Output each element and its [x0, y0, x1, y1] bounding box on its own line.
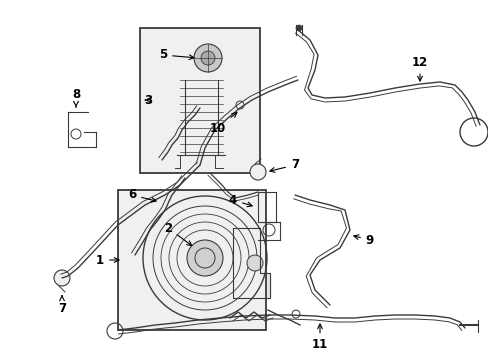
- Circle shape: [186, 240, 223, 276]
- Text: 5: 5: [159, 49, 194, 62]
- Text: 2: 2: [163, 221, 191, 246]
- Text: 3: 3: [143, 94, 152, 107]
- Circle shape: [246, 255, 263, 271]
- Text: 6: 6: [128, 189, 156, 202]
- Text: 8: 8: [72, 89, 80, 107]
- Bar: [140, 28, 260, 173]
- Text: 4: 4: [228, 194, 252, 207]
- Text: 11: 11: [311, 324, 327, 351]
- Circle shape: [295, 25, 302, 31]
- Text: 10: 10: [209, 113, 236, 135]
- Circle shape: [194, 44, 222, 72]
- Text: 1: 1: [96, 253, 119, 266]
- Circle shape: [201, 51, 215, 65]
- Text: 7: 7: [269, 158, 299, 172]
- Bar: [118, 190, 265, 330]
- Polygon shape: [232, 228, 269, 298]
- Text: 7: 7: [58, 296, 66, 315]
- Text: 12: 12: [411, 55, 427, 81]
- Circle shape: [249, 164, 265, 180]
- Circle shape: [54, 270, 70, 286]
- Text: 9: 9: [353, 234, 373, 247]
